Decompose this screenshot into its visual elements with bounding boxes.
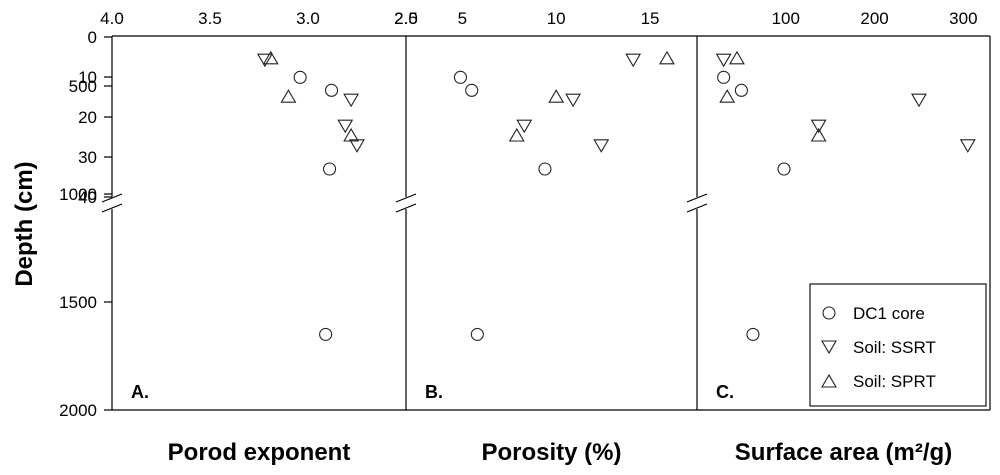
x-tick-label: 10 bbox=[547, 9, 566, 28]
dc1-point bbox=[470, 327, 484, 341]
axis-break-mark bbox=[686, 193, 708, 203]
ssrt-point bbox=[349, 139, 365, 153]
dc1-point bbox=[465, 83, 479, 97]
x-tick-label: 300 bbox=[949, 9, 977, 28]
y-tick-label: 1500 bbox=[59, 293, 97, 312]
ssrt-point bbox=[593, 139, 610, 153]
sprt-point bbox=[659, 50, 675, 65]
panel-1: 4.0 3.5 3.0 2.5 Porod exponent A. bbox=[100, 9, 418, 466]
panel-label: A. bbox=[131, 382, 149, 402]
axis-break-mark bbox=[101, 193, 123, 203]
panel-label: C. bbox=[716, 382, 734, 402]
y-tick-label: 0 bbox=[88, 28, 97, 47]
ssrt-point bbox=[256, 53, 273, 68]
sprt-point bbox=[548, 89, 565, 103]
axis-break-gap bbox=[103, 198, 121, 208]
x-tick-label: 15 bbox=[641, 9, 660, 28]
legend-ssrt-label: Soil: SSRT bbox=[853, 338, 936, 357]
panels: 4.0 3.5 3.0 2.5 Porod exponent A. 2.0 5 10 15 Poro… bbox=[100, 9, 978, 466]
y-axis-label-group: Depth (cm) bbox=[11, 161, 38, 286]
legend-ssrt-marker bbox=[821, 340, 837, 355]
legend: DC1 core Soil: SSRT Soil: SPRT bbox=[809, 283, 987, 407]
axis-break-mark bbox=[101, 203, 123, 213]
x-tick-label: 100 bbox=[772, 9, 800, 28]
panel-3: 100 200 300 Surface area (m²/g) C. bbox=[715, 9, 978, 466]
x-axis-label: Porod exponent bbox=[168, 439, 351, 466]
x-tick-label: 2.0 bbox=[394, 9, 418, 28]
ssrt-point bbox=[911, 93, 927, 108]
y-tick-label: 30 bbox=[78, 148, 97, 167]
x-tick-label: 5 bbox=[458, 9, 467, 28]
y-tick-label: 40 bbox=[78, 188, 97, 207]
axis-break-mark bbox=[686, 203, 708, 213]
x-tick-label: 2.5 bbox=[394, 9, 418, 28]
y-tick-label: 10 bbox=[78, 68, 97, 87]
x-axis-label: Porosity (%) bbox=[481, 439, 621, 466]
sprt-point bbox=[728, 50, 745, 65]
ssrt-point bbox=[516, 119, 533, 134]
legend-dc1-marker bbox=[822, 306, 836, 320]
sprt-point bbox=[810, 127, 827, 142]
ssrt-point bbox=[337, 119, 354, 134]
x-axis-label: Surface area (m²/g) bbox=[735, 439, 952, 466]
dc1-point bbox=[319, 327, 333, 341]
sprt-point bbox=[719, 89, 736, 103]
x-tick-label: 4.0 bbox=[100, 9, 124, 28]
x-tick-label: 3.0 bbox=[296, 9, 320, 28]
dc1-point bbox=[293, 70, 307, 84]
y-tick-label: 2000 bbox=[59, 401, 97, 420]
axis-break-mark bbox=[395, 193, 417, 203]
dc1-point bbox=[538, 162, 552, 176]
y-tick-label: 1000 bbox=[59, 185, 97, 204]
plot-frame bbox=[101, 35, 991, 411]
sprt-point bbox=[262, 50, 279, 65]
legend-sprt-marker bbox=[821, 373, 837, 388]
legend-dc1-label: DC1 core bbox=[853, 304, 925, 323]
legend-box bbox=[809, 283, 987, 407]
ssrt-point bbox=[343, 93, 360, 108]
y-axis-label: Depth (cm) bbox=[11, 161, 38, 286]
axis-break-gap bbox=[688, 198, 706, 208]
sprt-point bbox=[280, 89, 297, 103]
legend-sprt-label: Soil: SPRT bbox=[853, 372, 936, 391]
dc1-point bbox=[734, 83, 748, 97]
sprt-point bbox=[343, 127, 360, 142]
x-tick-label: 3.5 bbox=[198, 9, 222, 28]
y-tick-label: 500 bbox=[69, 77, 97, 96]
y-axis-ticks: 0 10 20 30 40 500 1000 1500 2000 bbox=[59, 28, 112, 420]
ssrt-point bbox=[715, 53, 732, 68]
panel-label: B. bbox=[425, 382, 443, 402]
dc1-point bbox=[323, 162, 337, 176]
ssrt-point bbox=[810, 119, 827, 134]
axis-break-gap bbox=[397, 198, 415, 208]
y-tick-label: 20 bbox=[78, 108, 97, 127]
x-tick-label: 200 bbox=[860, 9, 888, 28]
dc1-point bbox=[746, 327, 760, 341]
dc1-point bbox=[777, 162, 791, 176]
dc1-point bbox=[717, 70, 731, 84]
ssrt-point bbox=[959, 139, 976, 153]
dc1-point bbox=[453, 70, 467, 84]
panel-2: 2.0 5 10 15 Porosity (%) B. bbox=[394, 9, 675, 466]
axis-break-mark bbox=[395, 203, 417, 213]
dc1-point bbox=[324, 83, 339, 97]
ssrt-point bbox=[625, 53, 642, 68]
sprt-point bbox=[508, 127, 525, 142]
ssrt-point bbox=[565, 93, 582, 108]
